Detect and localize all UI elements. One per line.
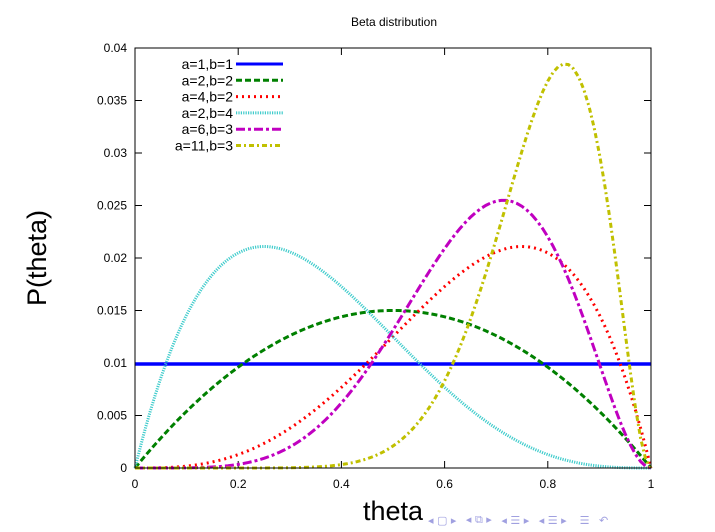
curve-a-2-b-2: [133, 308, 653, 469]
y-tick-label: 0.03: [104, 146, 128, 160]
x-tick-label: 1: [648, 477, 655, 491]
nav-toc-icon[interactable]: ☰: [572, 513, 590, 527]
beamer-navigation: ◂ ▢ ▸ ◂ ⧉ ▸ ◂ ☰ ▸ ◂ ☰ ▸ ☰ ↶: [428, 512, 608, 528]
legend-label: a=4,b=2: [182, 89, 234, 105]
nav-prev-section-icon[interactable]: ◂ ☰ ▸: [497, 513, 530, 527]
y-tick-label: 0.035: [97, 94, 127, 108]
chart-title: Beta distribution: [351, 15, 437, 29]
nav-next-section-icon[interactable]: ◂ ☰ ▸: [535, 513, 567, 527]
legend-label: a=2,b=2: [182, 72, 234, 88]
y-tick-label: 0.01: [104, 356, 128, 370]
x-tick-label: 0: [132, 477, 139, 491]
x-tick-label: 0.4: [333, 477, 350, 491]
curve-a-4-b-2: [135, 244, 653, 470]
legend-label: a=1,b=1: [182, 56, 234, 72]
y-tick-label: 0.005: [97, 409, 127, 423]
curve-a-2-b-4: [133, 244, 651, 470]
y-tick-label: 0.025: [97, 199, 127, 213]
y-axis-label: P(theta): [22, 210, 52, 306]
x-axis-label: theta: [363, 496, 424, 526]
y-tick-label: 0: [120, 461, 127, 475]
plot-frame: [134, 47, 652, 469]
nav-back-icon[interactable]: ↶: [595, 513, 609, 527]
x-tick-label: 0.8: [539, 477, 556, 491]
x-tick-label: 0.2: [230, 477, 247, 491]
y-tick-label: 0.04: [104, 41, 128, 55]
nav-prev-subsection-icon[interactable]: ◂ ⧉ ▸: [462, 513, 492, 526]
legend-label: a=6,b=3: [182, 121, 234, 137]
nav-prev-frame-icon[interactable]: ◂ ▢ ▸: [428, 513, 457, 527]
x-tick-label: 0.6: [436, 477, 453, 491]
curve-a-6-b-3: [135, 198, 652, 470]
legend-label: a=11,b=3: [175, 138, 233, 154]
y-tick-label: 0.015: [97, 304, 127, 318]
legend-label: a=2,b=4: [182, 105, 234, 121]
y-tick-label: 0.02: [104, 251, 128, 265]
